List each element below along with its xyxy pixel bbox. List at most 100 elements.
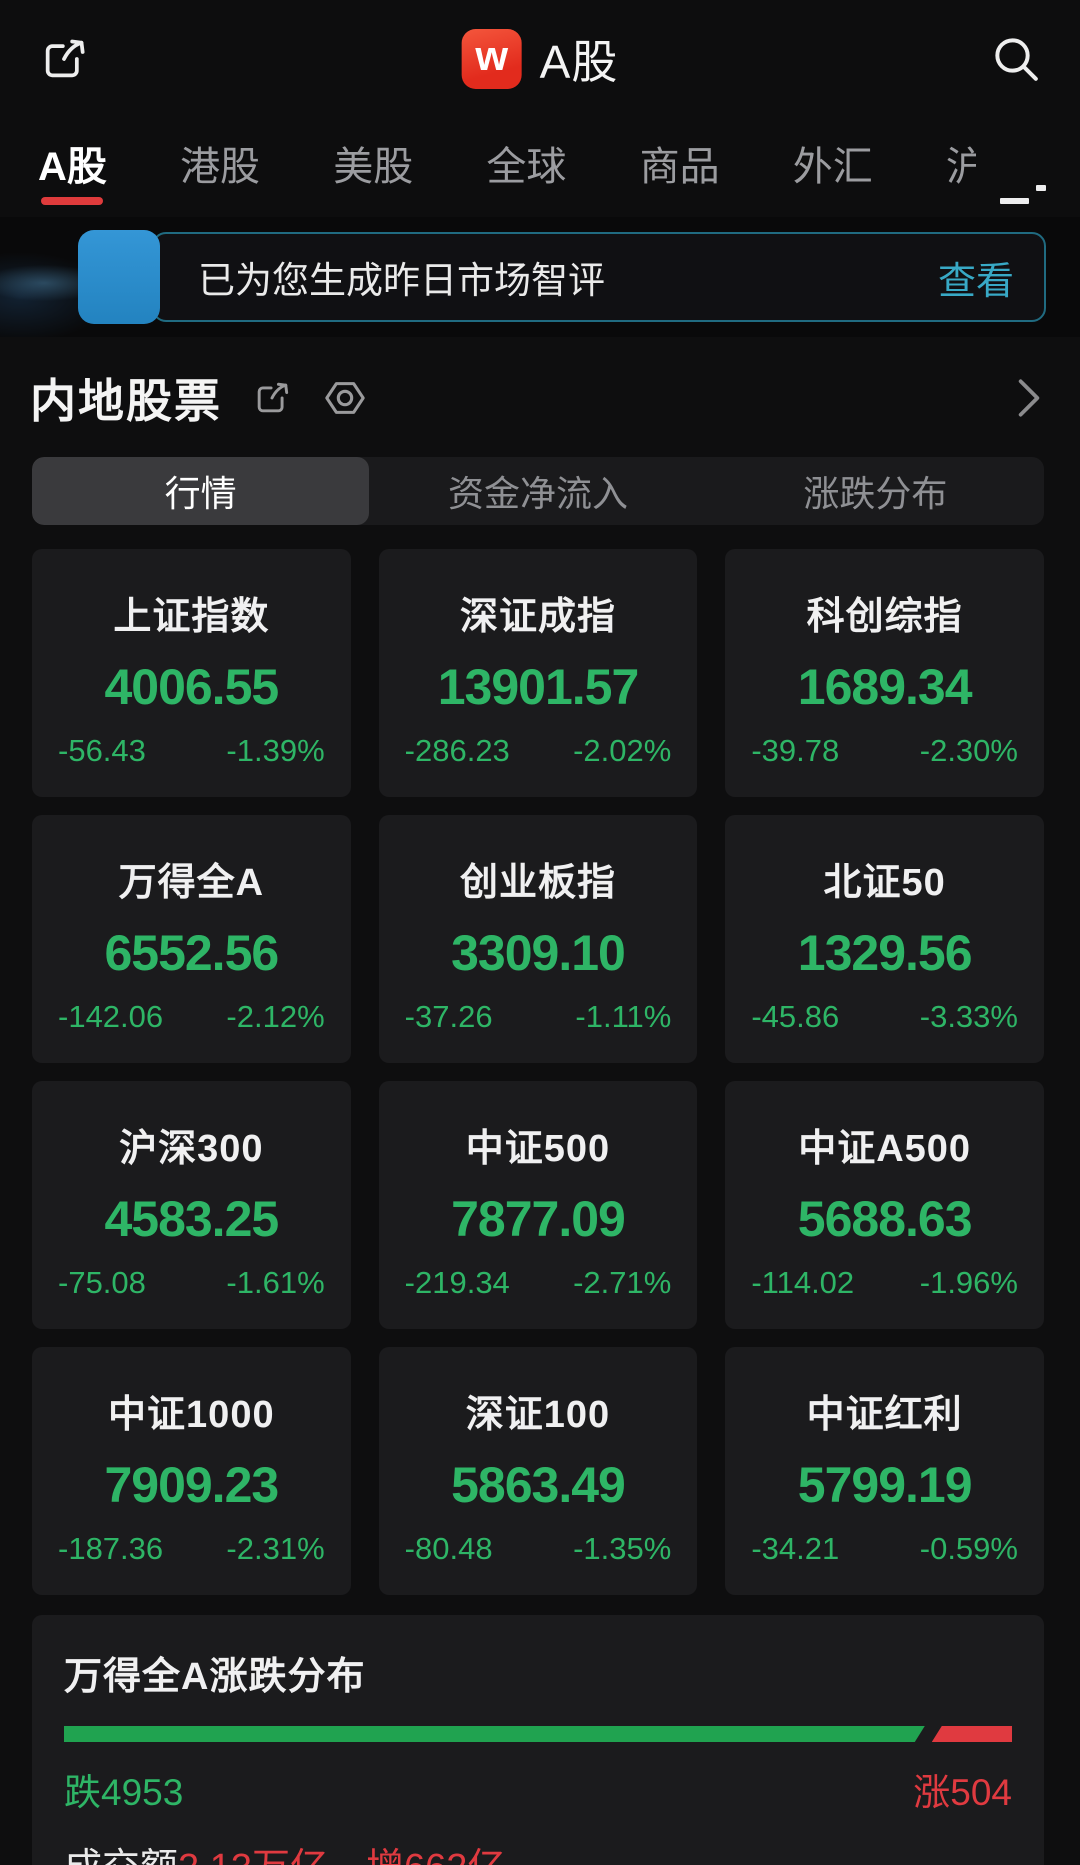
- index-name: 北证50: [823, 862, 946, 904]
- index-card[interactable]: 万得全A 6552.56 -142.06 -2.12%: [32, 815, 351, 1063]
- index-value: 13901.57: [437, 658, 640, 715]
- distribution-title: 万得全A涨跌分布: [64, 1656, 366, 1698]
- index-pct: -0.59%: [919, 1531, 1018, 1566]
- index-pct: -1.39%: [226, 733, 325, 768]
- tab-global[interactable]: 全球: [486, 118, 566, 207]
- index-name: 深证100: [465, 1394, 611, 1436]
- index-value: 5688.63: [797, 1190, 973, 1247]
- index-card[interactable]: 上证指数 4006.55 -56.43 -1.39%: [32, 549, 351, 797]
- top-bar: w A股: [0, 0, 1080, 118]
- ai-review-banner[interactable]: 已为您生成昨日市场智评 查看: [0, 217, 1080, 337]
- subtab-net-inflow[interactable]: 资金净流入: [369, 457, 706, 525]
- index-card-grid: 上证指数 4006.55 -56.43 -1.39% 深证成指 13901.57 …: [0, 525, 1080, 1595]
- index-card[interactable]: 中证1000 7909.23 -187.36 -2.31%: [32, 1347, 351, 1595]
- banner-blue-tab: [78, 230, 160, 324]
- turnover-prefix: 成交额: [64, 1847, 178, 1865]
- index-change: -56.43: [58, 733, 146, 768]
- index-pct: -2.12%: [226, 999, 325, 1034]
- distribution-bar: [64, 1726, 1012, 1742]
- share-icon: [36, 31, 92, 87]
- index-value: 3309.10: [451, 924, 626, 981]
- index-value: 5799.19: [797, 1456, 973, 1513]
- banner-message-box: 已为您生成昨日市场智评 查看: [152, 232, 1046, 322]
- index-change: -37.26: [404, 999, 493, 1034]
- index-change: -39.78: [751, 733, 840, 768]
- section-title: 内地股票: [30, 375, 222, 427]
- view-link[interactable]: 查看: [938, 250, 1014, 305]
- index-card[interactable]: 创业板指 3309.10 -37.26 -1.11%: [378, 815, 698, 1063]
- index-name: 中证A500: [798, 1128, 972, 1170]
- index-card[interactable]: 深证100 5863.49 -80.48 -1.35%: [378, 1347, 698, 1595]
- index-name: 中证红利: [806, 1394, 963, 1436]
- tab-partial-hu[interactable]: 沪: [946, 118, 976, 207]
- index-pct: -3.33%: [919, 999, 1018, 1034]
- tab-commodities[interactable]: 商品: [640, 118, 720, 207]
- index-value: 1329.56: [797, 924, 973, 981]
- index-change: -75.08: [58, 1265, 146, 1300]
- index-value: 7909.23: [104, 1456, 279, 1513]
- distribution-card[interactable]: 万得全A涨跌分布 跌4953 涨504 成交额2.13万亿，增662亿: [32, 1615, 1044, 1865]
- distribution-bar-down: [64, 1726, 925, 1742]
- tab-us-stocks[interactable]: 美股: [333, 118, 413, 207]
- subtab-quotes[interactable]: 行情: [32, 457, 370, 525]
- index-value: 1689.34: [797, 658, 973, 715]
- section-header[interactable]: 内地股票: [0, 337, 1080, 447]
- index-value: 5863.49: [451, 1456, 626, 1513]
- decliners-count: 跌4953: [64, 1772, 184, 1813]
- sub-tab-bar: 行情 资金净流入 涨跌分布: [32, 457, 1044, 525]
- index-card[interactable]: 深证成指 13901.57 -286.23 -2.02%: [378, 549, 698, 797]
- index-value: 4006.55: [104, 658, 279, 715]
- advancers-count: 涨504: [913, 1772, 1012, 1813]
- page-title: A股: [539, 36, 619, 88]
- search-icon: [988, 31, 1044, 87]
- index-name: 创业板指: [459, 862, 616, 904]
- index-pct: -1.35%: [573, 1531, 672, 1566]
- index-name: 中证1000: [108, 1394, 275, 1436]
- index-card[interactable]: 中证红利 5799.19 -34.21 -0.59%: [725, 1347, 1044, 1595]
- index-name: 深证成指: [459, 596, 616, 638]
- index-pct: -2.31%: [226, 1531, 325, 1566]
- index-change: -219.34: [404, 1265, 510, 1300]
- index-value: 6552.56: [104, 924, 279, 981]
- index-name: 万得全A: [118, 862, 265, 904]
- section-share-icon[interactable]: [250, 376, 294, 420]
- index-change: -142.06: [58, 999, 164, 1034]
- app-header: w A股: [461, 26, 619, 92]
- search-button[interactable]: [988, 31, 1044, 87]
- index-value: 4583.25: [104, 1190, 279, 1247]
- index-pct: -2.30%: [919, 733, 1018, 768]
- tab-hk-stocks[interactable]: 港股: [180, 118, 260, 207]
- index-name: 沪深300: [119, 1128, 264, 1170]
- subtab-updown-distribution[interactable]: 涨跌分布: [707, 457, 1044, 525]
- index-change: -80.48: [404, 1531, 493, 1566]
- turnover-value: 2.13万亿，增662亿: [178, 1847, 505, 1865]
- index-card[interactable]: 中证500 7877.09 -219.34 -2.71%: [378, 1081, 698, 1329]
- menu-dot: [1036, 185, 1046, 191]
- menu-line: [1000, 198, 1029, 204]
- index-change: -187.36: [58, 1531, 164, 1566]
- index-name: 上证指数: [113, 596, 270, 638]
- index-pct: -2.71%: [573, 1265, 672, 1300]
- index-change: -34.21: [751, 1531, 840, 1566]
- turnover-line: 成交额2.13万亿，增662亿: [64, 1836, 1012, 1865]
- index-change: -114.02: [751, 1265, 855, 1300]
- index-card[interactable]: 科创综指 1689.34 -39.78 -2.30%: [725, 549, 1044, 797]
- banner-message: 已为您生成昨日市场智评: [198, 260, 605, 301]
- index-card[interactable]: 沪深300 4583.25 -75.08 -1.61%: [32, 1081, 351, 1329]
- tab-a-shares[interactable]: A股: [38, 118, 107, 207]
- market-tab-bar: A股 港股 美股 全球 商品 外汇 沪: [0, 118, 1080, 217]
- share-button[interactable]: [36, 31, 92, 87]
- tab-forex[interactable]: 外汇: [793, 118, 873, 207]
- distribution-bar-up: [931, 1726, 1012, 1742]
- index-name: 中证500: [465, 1128, 611, 1170]
- index-change: -45.86: [751, 999, 840, 1034]
- chevron-right-icon[interactable]: [1014, 375, 1044, 421]
- index-pct: -1.96%: [919, 1265, 1018, 1300]
- index-card[interactable]: 中证A500 5688.63 -114.02 -1.96%: [725, 1081, 1044, 1329]
- settings-hexagon-icon[interactable]: [322, 375, 368, 421]
- index-card[interactable]: 北证50 1329.56 -45.86 -3.33%: [725, 815, 1044, 1063]
- menu-icon[interactable]: [1000, 142, 1052, 204]
- wind-logo: w: [461, 29, 522, 89]
- index-change: -286.23: [404, 733, 510, 768]
- index-name: 科创综指: [806, 596, 963, 638]
